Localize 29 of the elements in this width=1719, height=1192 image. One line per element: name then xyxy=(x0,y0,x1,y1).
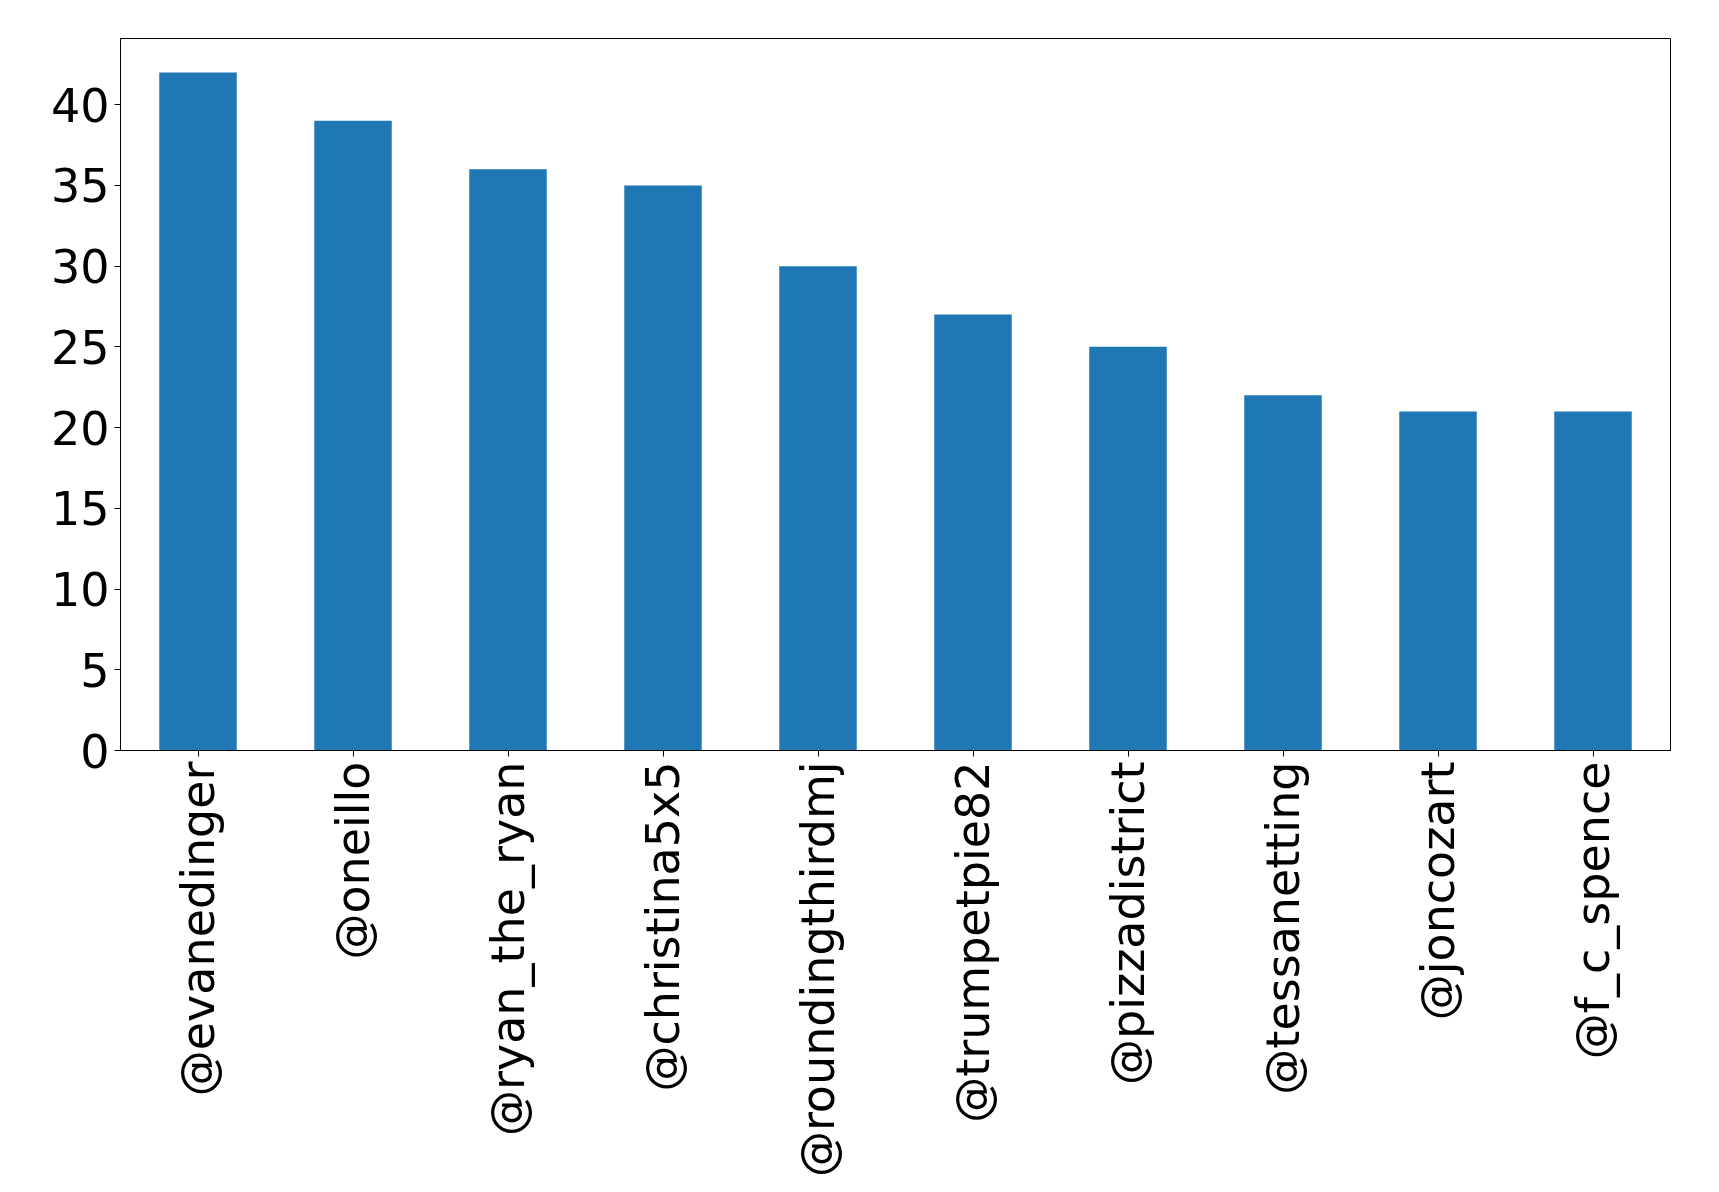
y-tick-label: 5 xyxy=(80,643,110,698)
y-tick-label: 30 xyxy=(50,240,110,295)
bar xyxy=(1244,395,1322,751)
bar xyxy=(1399,411,1477,751)
y-tick-label: 25 xyxy=(50,320,110,375)
x-tick-label: @roundingthirdmj xyxy=(791,761,845,1178)
bar xyxy=(779,266,857,751)
x-tick-label: @tessanetting xyxy=(1256,761,1310,1095)
x-tick-label: @ryan_the_ryan xyxy=(481,761,535,1136)
y-tick-label: 15 xyxy=(50,482,110,537)
x-tick-label: @f_c_spence xyxy=(1566,761,1620,1060)
bar xyxy=(469,169,547,751)
y-tick-label: 20 xyxy=(50,401,110,456)
x-tick-label: @pizzadistrict xyxy=(1101,761,1155,1085)
y-tick-label: 40 xyxy=(50,78,110,133)
bar xyxy=(314,120,392,751)
bar xyxy=(934,314,1012,751)
y-tick-label: 0 xyxy=(80,724,110,779)
bar xyxy=(1089,346,1167,751)
x-tick-label: @trumpetpie82 xyxy=(946,761,1000,1123)
y-tick-label: 10 xyxy=(50,563,110,618)
x-tick-label: @oneillo xyxy=(326,761,380,960)
y-tick-label: 35 xyxy=(50,159,110,214)
bar xyxy=(624,185,702,751)
x-tick-label: @evanedinger xyxy=(171,761,225,1097)
bar xyxy=(1554,411,1632,751)
x-tick-label: @christina5x5 xyxy=(636,761,690,1092)
x-tick-label: @joncozart xyxy=(1411,761,1465,1021)
bar xyxy=(159,72,237,751)
